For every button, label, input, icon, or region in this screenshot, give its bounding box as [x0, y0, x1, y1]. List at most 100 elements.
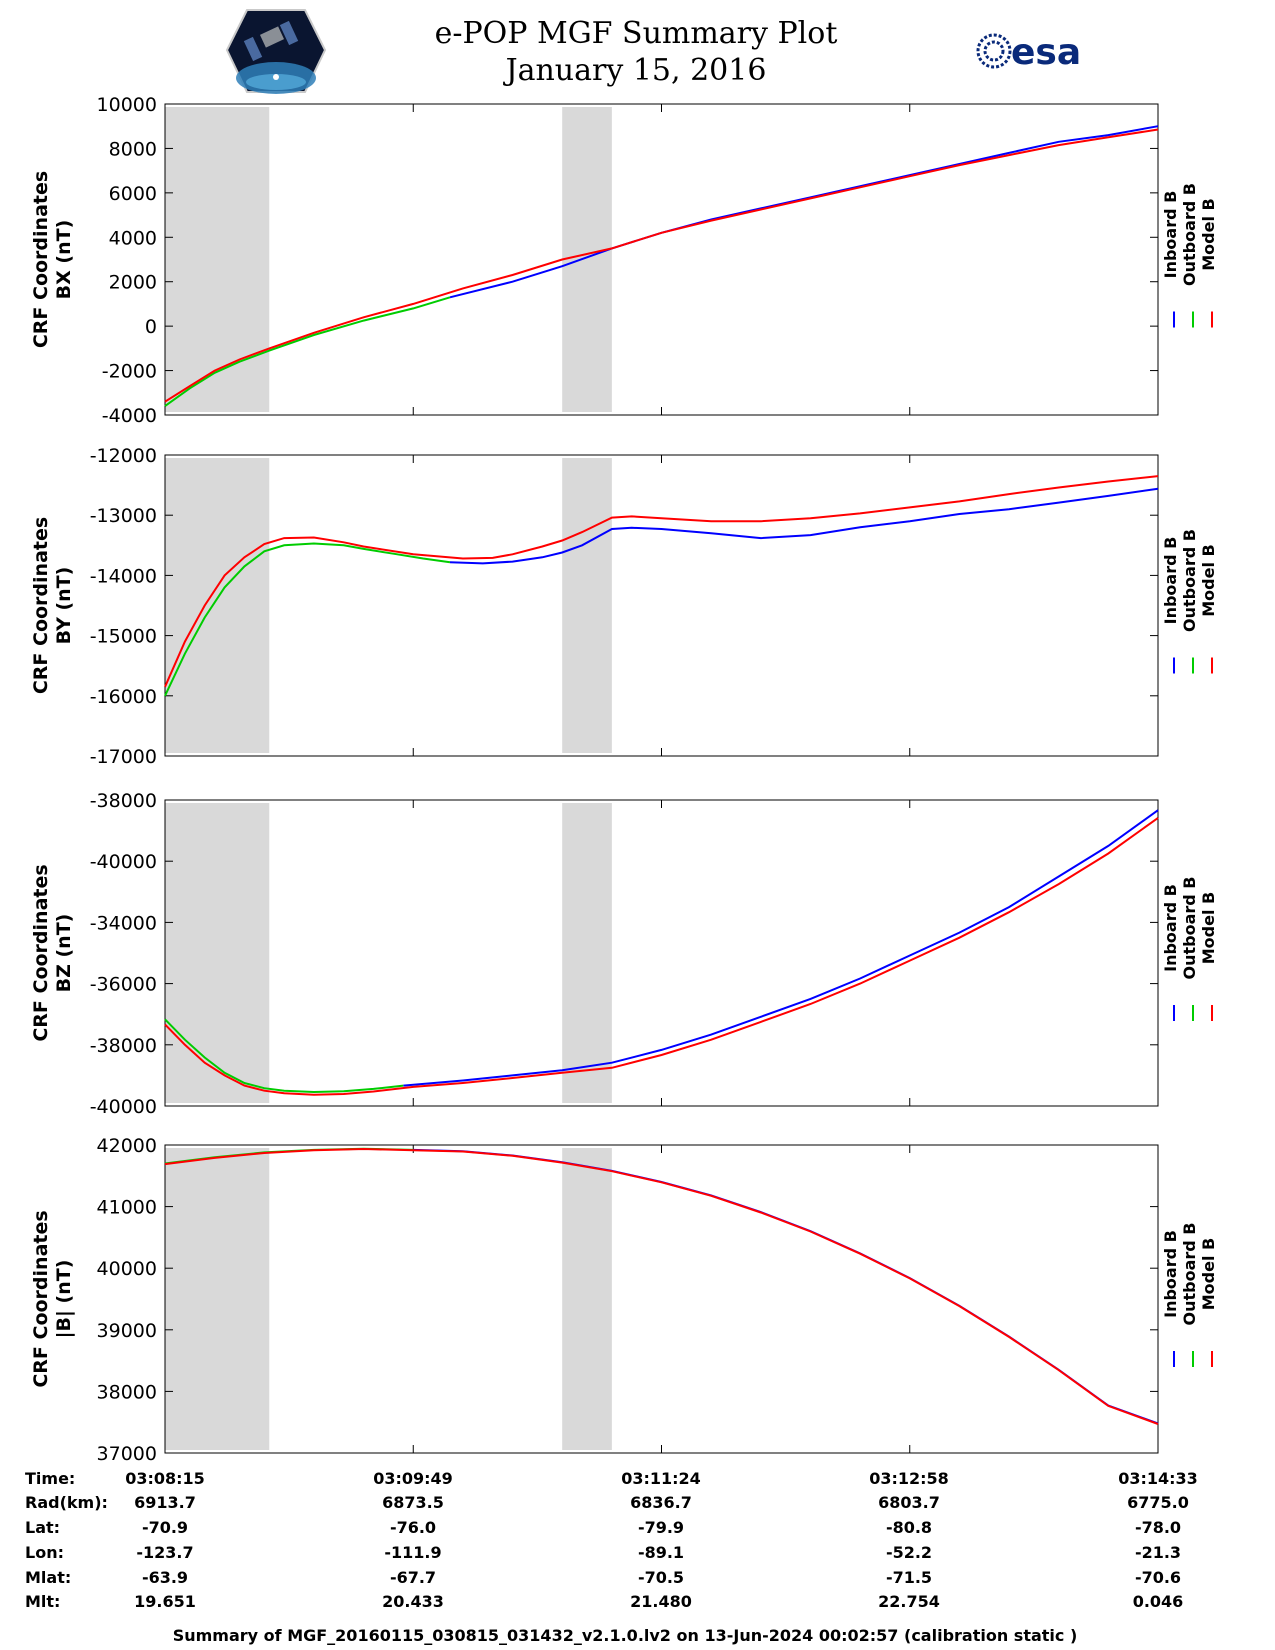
y-tick-label: 0 — [145, 316, 157, 338]
info-row-label: Time: — [25, 1469, 75, 1488]
info-cell: 03:08:15 — [125, 1469, 205, 1488]
shaded-region — [562, 803, 612, 1103]
info-cell: -79.9 — [638, 1518, 684, 1537]
y-tick-label: -14000 — [90, 565, 157, 587]
info-cell: 03:11:24 — [621, 1469, 701, 1488]
y-tick-label: -13000 — [90, 505, 157, 527]
esa-logo-text: esa — [1011, 32, 1081, 73]
legend-label: Outboard B — [1180, 877, 1199, 980]
plot-frame — [164, 454, 1159, 757]
info-cell: 6836.7 — [630, 1493, 692, 1512]
info-cell: -52.2 — [886, 1543, 932, 1562]
header: e-POP MGF Summary Plot January 15, 2016 … — [225, 9, 1081, 94]
info-cell: -123.7 — [136, 1543, 193, 1562]
info-cell: -70.6 — [1135, 1568, 1181, 1587]
shaded-region — [562, 107, 612, 412]
series-line-model-b — [164, 817, 1159, 1096]
y-tick-label: 40000 — [97, 1258, 157, 1280]
info-row-label: Lat: — [25, 1518, 60, 1537]
info-cell: 19.651 — [134, 1592, 196, 1611]
series-line-inboard-b — [449, 125, 1159, 299]
y-tick-label: -16000 — [90, 686, 157, 708]
series-line-inboard-b — [413, 1148, 1159, 1425]
info-cell: -78.0 — [1135, 1518, 1181, 1537]
y-tick-label: 39000 — [97, 1320, 157, 1342]
info-cell: 6913.7 — [134, 1493, 196, 1512]
y-tick-label: 41000 — [97, 1197, 157, 1219]
y-tick-label: -38000 — [90, 790, 157, 812]
y-axis-unit-label: BZ (nT) — [53, 914, 75, 993]
mission-patch-logo — [225, 9, 327, 94]
legend-label: Outboard B — [1180, 183, 1199, 286]
info-cell: 03:14:33 — [1118, 1469, 1198, 1488]
info-cell: -76.0 — [390, 1518, 436, 1537]
info-cell: 03:09:49 — [373, 1469, 453, 1488]
legend-label: Model B — [1199, 198, 1218, 270]
y-axis-label: CRF Coordinates — [30, 517, 52, 694]
series-line-inboard-b — [449, 487, 1159, 565]
y-tick-label: 4000 — [109, 227, 157, 249]
plot-title: e-POP MGF Summary Plot — [435, 16, 838, 51]
y-tick-label: 38000 — [97, 1381, 157, 1403]
shaded-region — [562, 458, 612, 753]
y-tick-label: -36000 — [90, 974, 157, 996]
plot-frame — [164, 1144, 1159, 1454]
plot-frame — [164, 103, 1159, 416]
panel-3: -38000 -40000 -34000 -36000 -38000 -40000 CRF … — [30, 790, 1218, 1118]
info-cell: 22.754 — [878, 1592, 940, 1611]
info-cell: 0.046 — [1133, 1592, 1184, 1611]
series-line-model-b — [164, 475, 1159, 688]
y-axis-unit-label: |B| (nT) — [53, 1260, 75, 1339]
y-tick-label: -17000 — [90, 746, 157, 768]
legend-label: Model B — [1199, 1238, 1218, 1310]
legend-label: Inboard B — [1161, 884, 1180, 972]
plot-frame — [164, 799, 1159, 1107]
series-line-model-b — [164, 1147, 1159, 1425]
info-row-label: Rad(km): — [25, 1493, 108, 1512]
info-row-label: Mlat: — [25, 1568, 71, 1587]
y-tick-label: 8000 — [109, 138, 157, 160]
legend-label: Model B — [1199, 892, 1218, 964]
shaded-region — [562, 1148, 612, 1450]
info-cell: -21.3 — [1135, 1543, 1181, 1562]
y-axis-label: CRF Coordinates — [30, 864, 52, 1041]
series-line-model-b — [164, 128, 1159, 403]
y-axis-unit-label: BX (nT) — [53, 220, 75, 300]
series-line-outboard-b — [164, 542, 451, 697]
shaded-region — [165, 1148, 270, 1450]
legend-label: Model B — [1199, 544, 1218, 616]
info-cell: -111.9 — [384, 1543, 441, 1562]
y-tick-label: -34000 — [90, 912, 157, 934]
shaded-region — [165, 458, 270, 753]
info-row-label: Lon: — [25, 1543, 64, 1562]
info-cell: 03:12:58 — [869, 1469, 949, 1488]
legend-label: Outboard B — [1180, 529, 1199, 632]
info-cell: 6803.7 — [878, 1493, 940, 1512]
y-tick-label: -12000 — [90, 445, 157, 467]
info-cell: -70.9 — [142, 1518, 188, 1537]
shaded-region — [165, 803, 270, 1103]
info-cell: 6775.0 — [1127, 1493, 1189, 1512]
info-cell: -70.5 — [638, 1568, 684, 1587]
panel-4: 42000 41000 40000 39000 38000 37000 CRF Coordi… — [30, 1135, 1218, 1465]
shaded-region — [165, 107, 270, 412]
panels: 10000 8000 6000 4000 2000 0 -2000 -4000 CRF Coor… — [30, 94, 1218, 1465]
y-axis-unit-label: BY (nT) — [53, 567, 75, 645]
footer-caption: Summary of MGF_20160115_030815_031432_v2… — [173, 1626, 1078, 1645]
y-tick-label: 37000 — [97, 1443, 157, 1465]
legend-label: Inboard B — [1161, 537, 1180, 625]
info-row-label: Mlt: — [25, 1592, 60, 1611]
y-tick-label: -38000 — [90, 1035, 157, 1057]
info-cell: -67.7 — [390, 1568, 436, 1587]
y-tick-label: -15000 — [90, 626, 157, 648]
y-tick-label: 42000 — [97, 1135, 157, 1157]
info-cell: 21.480 — [630, 1592, 692, 1611]
y-tick-label: -40000 — [90, 851, 157, 873]
y-tick-label: 2000 — [109, 272, 157, 294]
info-cell: 6873.5 — [382, 1493, 444, 1512]
panel-1: 10000 8000 6000 4000 2000 0 -2000 -4000 CRF Coor… — [30, 94, 1218, 427]
series-line-outboard-b — [164, 1018, 404, 1094]
info-cell: -89.1 — [638, 1543, 684, 1562]
legend-label: Outboard B — [1180, 1223, 1199, 1326]
